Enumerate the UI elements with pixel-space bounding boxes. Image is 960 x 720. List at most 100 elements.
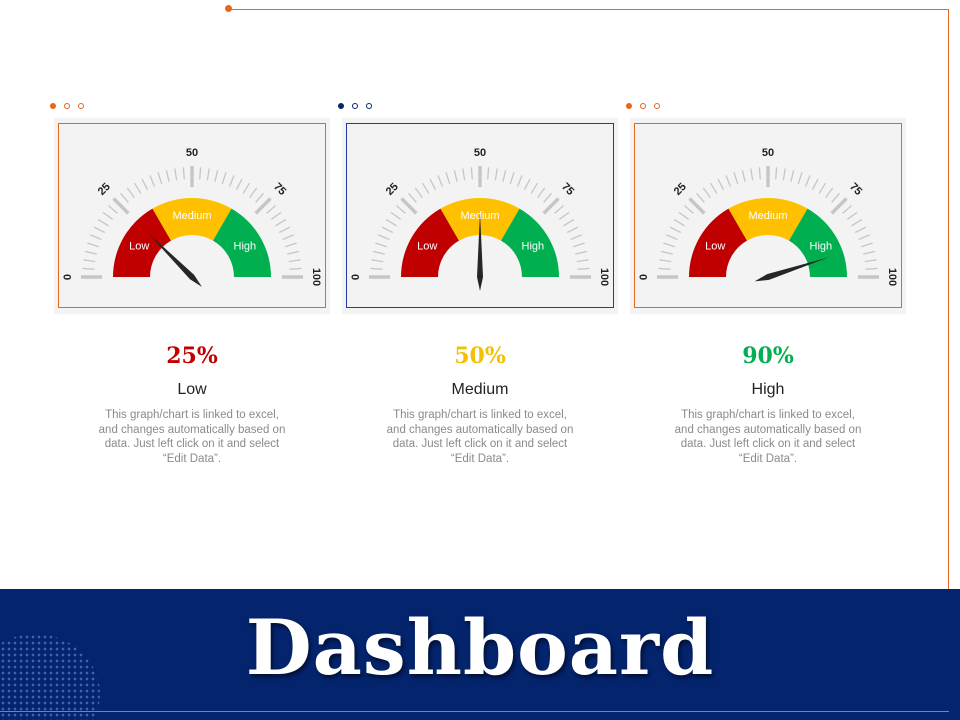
gauge-minor-tick — [421, 182, 430, 194]
gauge-major-tick — [112, 197, 130, 215]
gauge-description: This graph/chart is linked to excel, and… — [386, 409, 574, 465]
gauge-scale-label: 100 — [310, 268, 322, 286]
gauge-zone-medium — [152, 197, 232, 241]
gauge-minor-tick — [865, 267, 878, 270]
gauge-zone-label: Low — [705, 241, 725, 253]
frame-corner-dot — [225, 5, 232, 12]
gauge-level-label: High — [751, 381, 785, 398]
gauge-minor-tick — [811, 178, 819, 190]
gauge-minor-tick — [285, 242, 297, 248]
gauge-zone-low — [113, 208, 171, 277]
gauge-minor-tick — [470, 167, 473, 180]
gauge-minor-tick — [702, 187, 711, 199]
gauge-minor-tick — [554, 205, 565, 214]
gauge-minor-tick — [523, 178, 531, 190]
gauge-minor-tick — [846, 211, 858, 220]
gauge-description: This graph/chart is linked to excel, and… — [98, 409, 286, 465]
gauge-major-tick — [688, 197, 706, 215]
gauge-minor-tick — [462, 168, 466, 181]
gauge-percent: 25% — [166, 343, 218, 369]
page-title: Dashboard — [245, 603, 715, 692]
gauge-scale-label: 75 — [271, 181, 288, 198]
gauge-minor-tick — [663, 242, 675, 248]
gauge-minor-tick — [289, 267, 302, 270]
gauge-minor-tick — [858, 234, 870, 241]
gauge-minor-tick — [558, 211, 570, 220]
gauge-zone-label: High — [522, 241, 545, 253]
gauge-minor-tick — [149, 175, 156, 187]
gauge-description: This graph/chart is linked to excel, and… — [674, 409, 862, 465]
gauge-minor-tick — [102, 211, 114, 220]
panel-dots — [338, 103, 372, 111]
gauge-zone-label: Medium — [748, 210, 787, 222]
gauge-minor-tick — [242, 182, 251, 194]
gauge-minor-tick — [445, 172, 451, 184]
gauge-minor-tick — [818, 182, 827, 194]
gauge-minor-tick — [530, 182, 539, 194]
gauge-minor-tick — [502, 169, 507, 182]
gauge-scale-label: 75 — [559, 181, 576, 198]
footer-banner: Dashboard — [0, 589, 960, 720]
frame-line-right — [948, 9, 949, 713]
gauge-minor-tick — [414, 187, 423, 199]
gauge-level-label: Medium — [451, 381, 509, 398]
gauge-scale-label: 0 — [638, 274, 650, 280]
gauge-scale-label: 50 — [762, 147, 774, 159]
gauge-scale-label: 100 — [598, 268, 610, 286]
gauge-zone-label: High — [234, 241, 257, 253]
gauge-minor-tick — [214, 169, 219, 182]
gauge-minor-tick — [658, 267, 671, 270]
gauge-minor-tick — [199, 167, 202, 180]
gauge-minor-tick — [669, 226, 681, 234]
gauge-minor-tick — [429, 178, 437, 190]
gauge-minor-tick — [82, 267, 95, 270]
gauge-percent: 90% — [742, 343, 794, 369]
gauge-zone-low — [689, 208, 747, 277]
gauge-minor-tick — [758, 167, 761, 180]
gauge-minor-tick — [851, 218, 863, 227]
gauge-zone-high — [501, 208, 559, 277]
gauge-minor-tick — [666, 234, 678, 241]
gauge-scale-label: 50 — [186, 147, 198, 159]
panel-dots — [50, 103, 84, 111]
gauge-minor-tick — [165, 169, 170, 182]
gauge-major-tick — [830, 197, 848, 215]
gauge-minor-tick — [133, 182, 142, 194]
gauge-zone-label: High — [810, 241, 833, 253]
gauge-minor-tick — [790, 169, 795, 182]
gauge-zone-high — [213, 208, 271, 277]
gauge-scale-label: 0 — [350, 274, 362, 280]
gauge-minor-tick — [141, 178, 149, 190]
gauge-minor-tick — [573, 242, 585, 248]
gauge-minor-tick — [725, 175, 732, 187]
gauge-minor-tick — [287, 250, 300, 255]
gauge-minor-tick — [717, 178, 725, 190]
gauge-minor-tick — [831, 192, 840, 203]
gauge-zone-low — [401, 208, 459, 277]
gauge-minor-tick — [516, 175, 523, 187]
gauge-minor-tick — [408, 192, 417, 203]
gauge-minor-tick — [741, 169, 746, 182]
gauge-minor-tick — [157, 172, 163, 184]
gauge-scale-label: 0 — [62, 274, 74, 280]
gauge-minor-tick — [275, 218, 287, 227]
gauge-needle — [754, 257, 829, 282]
gauge-minor-tick — [696, 192, 705, 203]
gauge-minor-tick — [825, 187, 834, 199]
gauge-zone-high — [789, 208, 847, 277]
gauge-scale-label: 25 — [672, 181, 689, 198]
gauge-minor-tick — [683, 205, 694, 214]
gauge-minor-tick — [288, 259, 301, 263]
gauge-minor-tick — [282, 234, 294, 241]
gauge-minor-tick — [575, 250, 588, 255]
gauge-minor-tick — [371, 259, 384, 263]
gauge-minor-tick — [375, 242, 387, 248]
gauge-zone-medium — [728, 197, 808, 241]
gauge-minor-tick — [733, 172, 739, 184]
